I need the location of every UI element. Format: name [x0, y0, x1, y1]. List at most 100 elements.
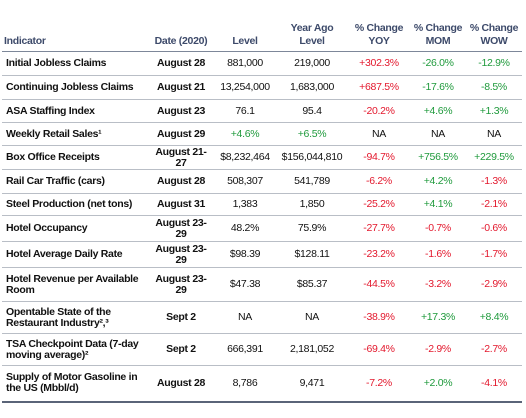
table-cell: -94.7% — [348, 145, 410, 170]
table-cell: Initial Jobless Claims — [2, 51, 148, 76]
table-row: Supply of Motor Gasoline in the US (Mbbl… — [2, 365, 522, 403]
table-cell: 1,850 — [276, 193, 348, 216]
table-cell: NA — [276, 301, 348, 334]
header-row: Indicator Date (2020) Level Year Ago Level%… — [2, 2, 522, 52]
table-cell: 8,786 — [214, 365, 276, 403]
table-cell: Continuing Jobless Claims — [2, 75, 148, 100]
table-cell: NA — [410, 122, 466, 146]
table-cell: August 28 — [148, 365, 214, 403]
table-cell: -0.6% — [466, 215, 522, 242]
table-cell: August 28 — [148, 169, 214, 194]
column-header: % Change YOY — [348, 2, 410, 52]
table-cell: Hotel Revenue per Available Room — [2, 267, 148, 302]
column-header: % Change MOM — [410, 2, 466, 52]
table-cell: -20.2% — [348, 99, 410, 123]
table-cell: -26.0% — [410, 51, 466, 76]
table-cell: 75.9% — [276, 215, 348, 242]
table-cell: -23.2% — [348, 241, 410, 268]
table-row: Rail Car Traffic (cars) August 28 508,307 5… — [2, 169, 522, 194]
table-cell: -6.2% — [348, 169, 410, 194]
table-cell: Sept 2 — [148, 301, 214, 334]
table-row: ASA Staffing Index August 23 76.1 95.4 -20.2… — [2, 99, 522, 123]
table-cell: -0.7% — [410, 215, 466, 242]
table-cell: +4.6% — [410, 99, 466, 123]
table-cell: 13,254,000 — [214, 75, 276, 100]
table-row: Weekly Retail Sales¹ August 29 +4.6% +6.5% N… — [2, 122, 522, 146]
table-cell: $85.37 — [276, 267, 348, 302]
column-header: Level — [214, 2, 276, 52]
table-cell: NA — [466, 122, 522, 146]
table-cell: -4.1% — [466, 365, 522, 403]
table-cell: +8.4% — [466, 301, 522, 334]
table-cell: 666,391 — [214, 333, 276, 366]
table-cell: August 28 — [148, 51, 214, 76]
table-cell: +4.6% — [214, 122, 276, 146]
table-cell: $156,044,810 — [276, 145, 348, 170]
table-row: Opentable State of the Restaurant Indust… — [2, 301, 522, 334]
table-cell: -27.7% — [348, 215, 410, 242]
table-cell: 508,307 — [214, 169, 276, 194]
table-cell: 541,789 — [276, 169, 348, 194]
table-cell: -7.2% — [348, 365, 410, 403]
table-row: Initial Jobless Claims August 28 881,000 21… — [2, 51, 522, 76]
table-cell: +302.3% — [348, 51, 410, 76]
table-cell: 2,181,052 — [276, 333, 348, 366]
table-body: Initial Jobless Claims August 28 881,000 21… — [2, 51, 522, 403]
table-cell: Hotel Average Daily Rate — [2, 241, 148, 268]
table-cell: -1.3% — [466, 169, 522, 194]
table-cell: August 21-27 — [148, 145, 214, 170]
table-cell: 219,000 — [276, 51, 348, 76]
table-cell: Steel Production (net tons) — [2, 193, 148, 216]
column-header: % Change WOW — [466, 2, 522, 52]
table-cell: $128.11 — [276, 241, 348, 268]
table-cell: +229.5% — [466, 145, 522, 170]
table-cell: +4.2% — [410, 169, 466, 194]
table-row: Box Office Receipts August 21-27 $8,232,46… — [2, 145, 522, 170]
table-cell: +4.1% — [410, 193, 466, 216]
table-cell: -2.9% — [466, 267, 522, 302]
table-cell: Rail Car Traffic (cars) — [2, 169, 148, 194]
table-row: Continuing Jobless Claims August 21 13,254… — [2, 75, 522, 100]
table-cell: 1,683,000 — [276, 75, 348, 100]
column-header: Year Ago Level — [276, 2, 348, 52]
table-cell: 1,383 — [214, 193, 276, 216]
column-header: Indicator — [2, 2, 148, 52]
table-cell: 95.4 — [276, 99, 348, 123]
table-row: TSA Checkpoint Data (7-day moving averag… — [2, 333, 522, 366]
table-cell: -25.2% — [348, 193, 410, 216]
table-cell: August 23-29 — [148, 267, 214, 302]
table-cell: -1.7% — [466, 241, 522, 268]
table-cell: +687.5% — [348, 75, 410, 100]
indicator-table: Indicator Date (2020) Level Year Ago Level%… — [2, 2, 522, 403]
table-cell: -12.9% — [466, 51, 522, 76]
table-cell: -1.6% — [410, 241, 466, 268]
table-cell: Opentable State of the Restaurant Indust… — [2, 301, 148, 334]
table-cell: -69.4% — [348, 333, 410, 366]
table-cell: +6.5% — [276, 122, 348, 146]
table-cell: NA — [214, 301, 276, 334]
table-cell: Sept 2 — [148, 333, 214, 366]
table-cell: +2.0% — [410, 365, 466, 403]
table-cell: NA — [348, 122, 410, 146]
table-cell: 48.2% — [214, 215, 276, 242]
table-cell: $47.38 — [214, 267, 276, 302]
table-row: Steel Production (net tons) August 31 1,38… — [2, 193, 522, 216]
table-cell: $8,232,464 — [214, 145, 276, 170]
table-cell: -2.1% — [466, 193, 522, 216]
table-cell: August 23-29 — [148, 241, 214, 268]
table-cell: -3.2% — [410, 267, 466, 302]
table-cell: Hotel Occupancy — [2, 215, 148, 242]
table-cell: -44.5% — [348, 267, 410, 302]
table-cell: August 21 — [148, 75, 214, 100]
table-cell: 76.1 — [214, 99, 276, 123]
table-cell: ASA Staffing Index — [2, 99, 148, 123]
table-cell: -8.5% — [466, 75, 522, 100]
table-cell: August 23-29 — [148, 215, 214, 242]
table-cell: -2.9% — [410, 333, 466, 366]
table-row: Hotel Revenue per Available Room August 2… — [2, 267, 522, 302]
table-cell: Weekly Retail Sales¹ — [2, 122, 148, 146]
table-cell: Supply of Motor Gasoline in the US (Mbbl… — [2, 365, 148, 403]
table-row: Hotel Average Daily Rate August 23-29 $98.… — [2, 241, 522, 268]
table-cell: -17.6% — [410, 75, 466, 100]
